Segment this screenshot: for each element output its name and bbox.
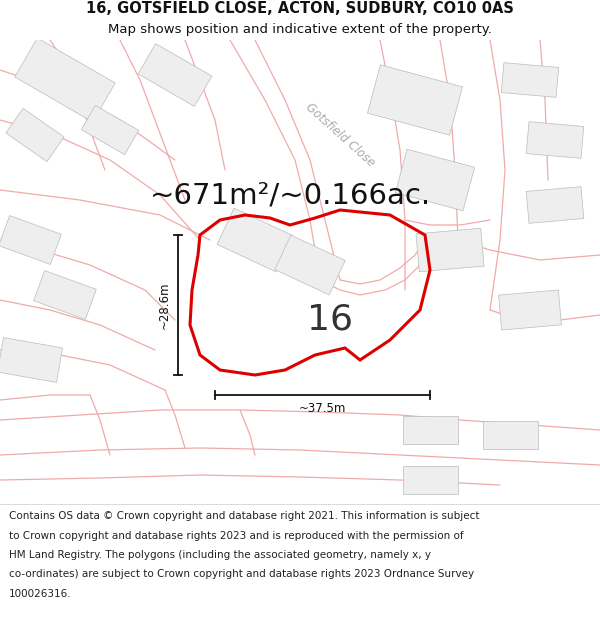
Text: ~28.6m: ~28.6m — [157, 281, 170, 329]
Polygon shape — [0, 338, 62, 382]
Text: co-ordinates) are subject to Crown copyright and database rights 2023 Ordnance S: co-ordinates) are subject to Crown copyr… — [9, 569, 474, 579]
Polygon shape — [416, 228, 484, 272]
Text: ~37.5m: ~37.5m — [299, 402, 346, 416]
Text: 16, GOTSFIELD CLOSE, ACTON, SUDBURY, CO10 0AS: 16, GOTSFIELD CLOSE, ACTON, SUDBURY, CO1… — [86, 1, 514, 16]
Polygon shape — [82, 106, 139, 154]
Polygon shape — [482, 421, 538, 449]
Polygon shape — [6, 108, 64, 162]
Text: Contains OS data © Crown copyright and database right 2021. This information is : Contains OS data © Crown copyright and d… — [9, 511, 479, 521]
Text: ~671m²/~0.166ac.: ~671m²/~0.166ac. — [149, 181, 431, 209]
Polygon shape — [403, 416, 458, 444]
Text: 16: 16 — [307, 303, 353, 337]
Polygon shape — [403, 466, 458, 494]
Polygon shape — [395, 149, 475, 211]
Polygon shape — [34, 271, 97, 319]
Text: Gotsfield Close: Gotsfield Close — [303, 101, 377, 169]
Polygon shape — [275, 235, 345, 295]
Polygon shape — [526, 187, 584, 223]
Polygon shape — [217, 208, 293, 272]
Text: HM Land Registry. The polygons (including the associated geometry, namely x, y: HM Land Registry. The polygons (includin… — [9, 550, 431, 560]
Text: Map shows position and indicative extent of the property.: Map shows position and indicative extent… — [108, 24, 492, 36]
Polygon shape — [499, 290, 562, 330]
Text: to Crown copyright and database rights 2023 and is reproduced with the permissio: to Crown copyright and database rights 2… — [9, 531, 464, 541]
Text: 100026316.: 100026316. — [9, 589, 71, 599]
Polygon shape — [501, 62, 559, 98]
Polygon shape — [138, 44, 212, 106]
Polygon shape — [367, 65, 463, 135]
Polygon shape — [0, 216, 61, 264]
Polygon shape — [526, 122, 584, 158]
Polygon shape — [15, 38, 115, 122]
